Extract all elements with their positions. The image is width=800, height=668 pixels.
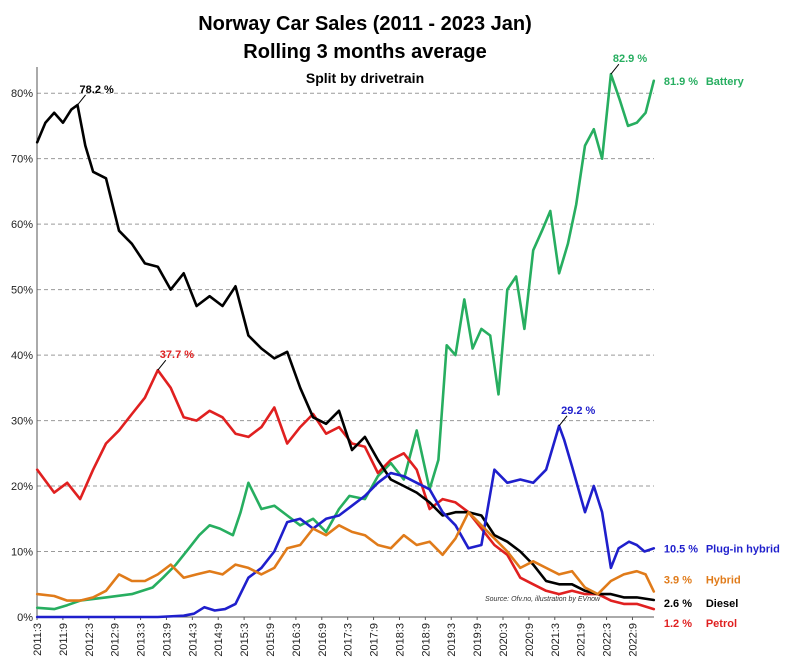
series-line-petrol [35,368,656,611]
series-line-plug-in-hybrid [35,424,656,619]
legend-label-battery: Battery [706,76,745,88]
series-lines [35,72,656,619]
x-tick-label: 2013:3 [136,623,148,657]
y-tick-label: 60% [11,219,33,231]
peak-label-battery: 82.9 % [613,53,647,65]
y-tick-labels: 0% 10% 20% 30% 40% 50% 60% 70% 80% [11,88,33,624]
axes [36,67,654,618]
x-tick-label: 2012:3 [84,623,96,657]
x-tick-label: 2021:9 [576,623,588,657]
annotation-leader [558,415,568,427]
y-tick-label: 30% [11,416,33,428]
x-tick-label: 2018:9 [420,623,432,657]
series-line-battery [35,72,656,611]
x-tick-label: 2014:3 [187,623,199,657]
end-labels: 81.9 % Battery 10.5 % Plug-in hybrid 3.9 % Hy… [664,76,780,630]
annotation-leader [610,63,620,75]
x-tick-label: 2013:9 [161,623,173,657]
x-tick-label: 2011:9 [58,623,70,656]
chart-subtitle-secondary: Split by drivetrain [306,70,424,86]
y-tick-label: 80% [11,88,33,100]
peak-label-petrol: 37.7 % [160,349,194,361]
x-tick-label: 2017:3 [343,623,355,657]
end-value-diesel: 2.6 % [664,598,692,610]
x-tick-label: 2020:9 [524,623,536,657]
annotation-leader [77,94,86,106]
x-tick-label: 2022:9 [627,623,639,657]
x-tick-label: 2015:9 [265,623,277,657]
x-tick-label: 2018:3 [394,623,406,657]
chart-title: Norway Car Sales (2011 - 2023 Jan) [198,13,532,35]
x-tick-label: 2022:3 [602,623,614,657]
end-value-plug-in-hybrid: 10.5 % [664,543,698,555]
end-value-hybrid: 3.9 % [664,574,692,586]
legend-label-hybrid: Hybrid [706,574,741,586]
source-note: Source: Ofv.no, illustration by EVnow [485,596,601,603]
x-tick-label: 2016:3 [291,623,303,657]
x-tick-label: 2014:9 [213,623,225,657]
legend-label-petrol: Petrol [706,618,737,630]
x-tick-label: 2015:3 [239,623,251,657]
x-tick-label: 2019:3 [446,623,458,657]
y-tick-label: 50% [11,285,33,297]
x-tick-label: 2016:9 [317,623,329,657]
gridlines [37,92,654,553]
peak-label-diesel: 78.2 % [80,84,114,96]
x-tick-labels: 2011:3 2011:9 2012:3 2012:9 2013:3 2013:9 2014… [32,617,639,657]
x-tick-label: 2020:3 [498,623,510,657]
chart-subtitle: Rolling 3 months average [243,41,486,63]
end-value-battery: 81.9 % [664,76,698,88]
peak-label-plug-in-hybrid: 29.2 % [561,405,595,417]
x-tick-label: 2017:9 [369,623,381,657]
series-line-diesel [35,103,656,602]
y-tick-label: 40% [11,350,33,362]
annotation-leader [157,359,167,371]
x-tick-label: 2012:9 [110,623,122,657]
series-line-hybrid [35,510,656,602]
legend-label-plug-in-hybrid: Plug-in hybrid [706,543,780,555]
x-tick-label: 2019:9 [472,623,484,657]
legend-label-diesel: Diesel [706,598,738,610]
y-tick-label: 70% [11,154,33,166]
x-tick-label: 2011:3 [32,623,44,656]
y-tick-label: 0% [17,612,33,624]
y-tick-label: 20% [11,481,33,493]
y-tick-label: 10% [11,547,33,559]
peak-annotations: 78.2 % 37.7 % 82.9 % 29.2 % [77,53,647,427]
end-value-petrol: 1.2 % [664,618,692,630]
x-tick-label: 2021:3 [550,623,562,657]
